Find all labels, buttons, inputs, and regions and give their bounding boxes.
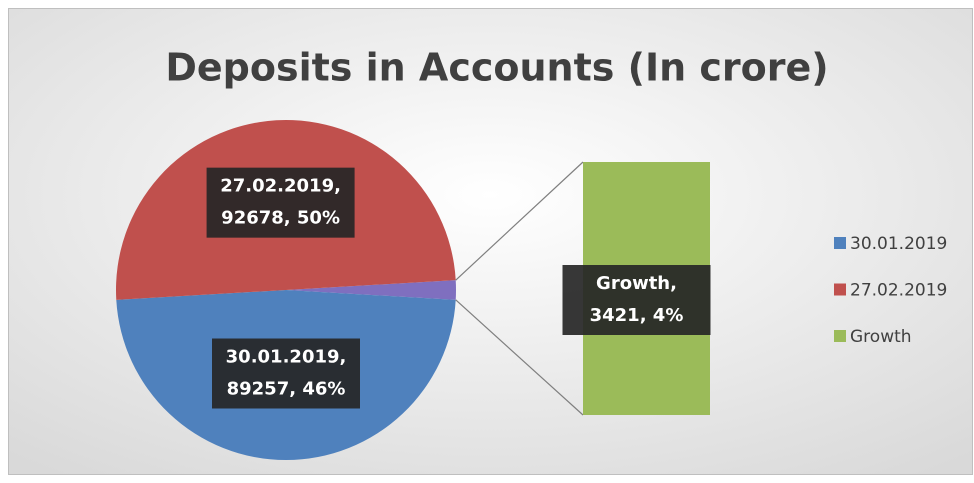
label-box xyxy=(562,265,711,335)
legend-swatch xyxy=(834,330,846,342)
pie-slice xyxy=(286,280,457,300)
label-text: 92678, 50% xyxy=(221,208,340,229)
legend-swatch xyxy=(834,283,846,296)
connector xyxy=(455,161,584,281)
data-label: 27.02.2019, 92678, 50% xyxy=(206,167,355,238)
label-box xyxy=(212,338,360,409)
data-label: 30.01.2019, 89257, 46% xyxy=(212,338,360,409)
legend-label: 27.02.2019 xyxy=(850,281,947,301)
legend-label: 30.01.2019 xyxy=(850,234,947,254)
chart-title: Deposits in Accounts (In crore) xyxy=(165,46,828,90)
data-labels: 30.01.2019, 89257, 46% 27.02.2019, 92678, 5… xyxy=(206,167,711,409)
label-box xyxy=(206,167,355,238)
data-label: Growth, 3421, 4% xyxy=(562,265,711,335)
label-text: 27.02.2019, xyxy=(220,176,341,197)
label-text: 30.01.2019, xyxy=(226,347,347,368)
label-text: Growth, xyxy=(596,273,677,294)
legend-swatch xyxy=(834,237,846,249)
connector xyxy=(455,299,584,416)
label-text: 3421, 4% xyxy=(590,305,684,326)
label-text: 89257, 46% xyxy=(227,379,346,400)
legend-label: Growth xyxy=(850,327,912,347)
